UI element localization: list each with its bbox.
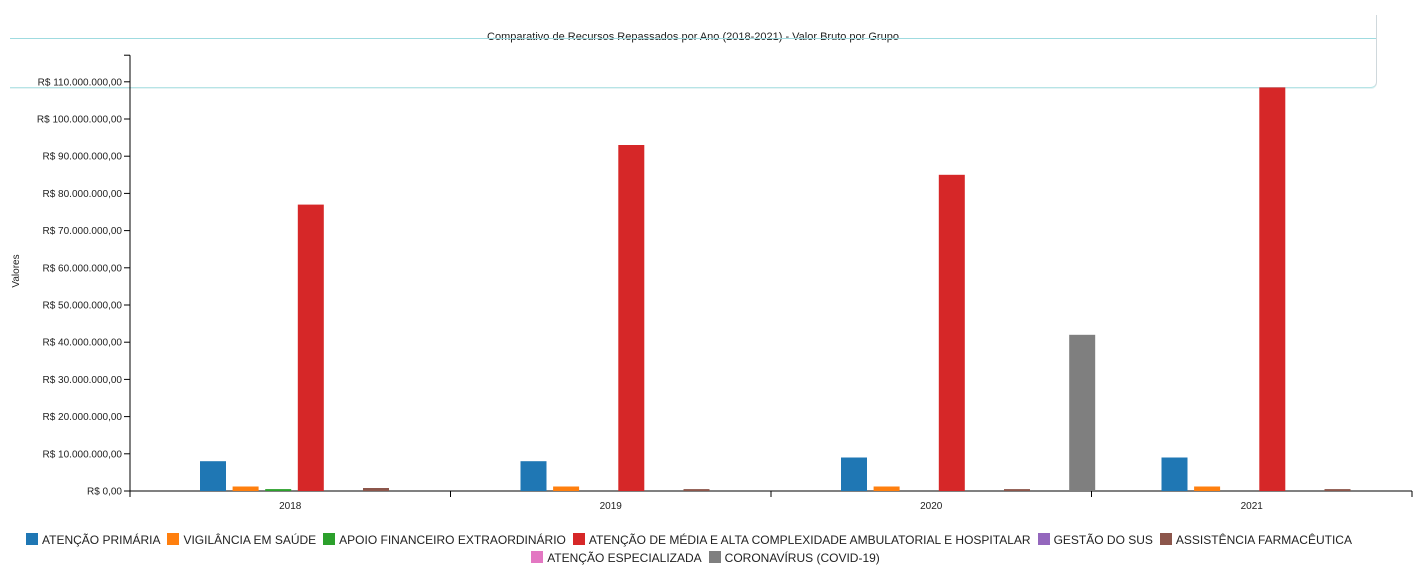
y-axis: R$ 0,00 R$ 10.000.000,00 R$ 20.000.000,00 R…	[37, 54, 131, 498]
legend-row: ATENÇÃO ESPECIALIZADA CORONAVÍRUS (COVID-…	[0, 551, 1418, 565]
legend-item[interactable]: ATENÇÃO PRIMÁRIA	[26, 533, 160, 547]
bar-2020-series-3[interactable]	[938, 174, 965, 492]
legend-item[interactable]: APOIO FINANCEIRO EXTRAORDINÁRIO	[323, 533, 566, 547]
legend-swatch	[1159, 533, 1172, 545]
legend-row: ATENÇÃO PRIMÁRIA VIGILÂNCIA EM SAÚDE APOIO…	[26, 533, 1359, 547]
legend-item[interactable]: ASSISTÊNCIA FARMACÊUTICA	[1159, 533, 1352, 547]
bar-2020-series-0[interactable]	[841, 457, 867, 492]
bars	[200, 87, 1351, 492]
legend-swatch	[531, 551, 544, 563]
x-tick-label: 2020	[920, 501, 943, 512]
legend-item[interactable]: ATENÇÃO ESPECIALIZADA	[531, 551, 702, 565]
x-tick-label: 2021	[1241, 501, 1264, 512]
bar-2020-series-1[interactable]	[873, 486, 900, 492]
bar-2019-series-5[interactable]	[683, 489, 710, 491]
bar-2018-series-2[interactable]	[265, 489, 292, 491]
x-axis: 2018 2019 2020 2021	[129, 490, 1413, 512]
bar-2020-series-5[interactable]	[1004, 489, 1030, 491]
legend-label: APOIO FINANCEIRO EXTRAORDINÁRIO	[339, 533, 566, 547]
bar-2018-series-5[interactable]	[363, 488, 389, 491]
y-tick-label: R$ 90.000.000,00	[42, 152, 122, 163]
legend-swatch	[323, 533, 336, 545]
y-tick-label: R$ 80.000.000,00	[42, 189, 122, 200]
legend-item[interactable]: CORONAVÍRUS (COVID-19)	[708, 551, 880, 565]
bar-2020-series-7[interactable]	[1069, 334, 1096, 491]
x-tick-label: 2018	[279, 501, 302, 512]
y-tick-label: R$ 70.000.000,00	[42, 226, 122, 237]
legend-label: CORONAVÍRUS (COVID-19)	[724, 551, 880, 565]
legend-item[interactable]: GESTÃO DO SUS	[1037, 533, 1153, 547]
bar-2021-series-0[interactable]	[1161, 457, 1188, 492]
legend-swatch	[708, 551, 721, 563]
legend-label: ATENÇÃO PRIMÁRIA	[42, 533, 161, 547]
bar-2019-series-3[interactable]	[618, 145, 645, 491]
bar-2021-series-5[interactable]	[1324, 489, 1351, 491]
y-tick-label: R$ 50.000.000,00	[42, 301, 122, 312]
y-tick-label: R$ 40.000.000,00	[42, 338, 122, 349]
y-tick-label: R$ 20.000.000,00	[42, 412, 122, 423]
y-tick-label: R$ 30.000.000,00	[42, 375, 122, 386]
bar-chart: R$ 0,00 R$ 10.000.000,00 R$ 20.000.000,00 R…	[11, 54, 1413, 512]
legend-swatch	[26, 533, 38, 545]
legend-item[interactable]: VIGILÂNCIA EM SAÚDE	[167, 533, 316, 547]
bar-2018-series-0[interactable]	[200, 461, 226, 491]
bar-2021-series-1[interactable]	[1194, 486, 1221, 492]
bar-2018-series-1[interactable]	[232, 486, 259, 492]
y-tick-label: R$ 60.000.000,00	[42, 263, 122, 274]
legend-swatch	[572, 533, 585, 545]
y-axis-label: Valores	[11, 254, 22, 287]
legend-swatch	[1037, 533, 1050, 545]
legend-label: ATENÇÃO DE MÉDIA E ALTA COMPLEXIDADE AMB…	[588, 533, 1031, 547]
bar-2019-series-0[interactable]	[520, 461, 547, 491]
legend-label: ATENÇÃO ESPECIALIZADA	[547, 551, 702, 565]
legend-label: ASSISTÊNCIA FARMACÊUTICA	[1175, 533, 1352, 547]
y-tick-label: R$ 0,00	[87, 487, 122, 498]
chart-title: Comparativo de Recursos Repassados por A…	[487, 31, 899, 43]
title-divider	[10, 38, 1376, 39]
legend-label: VIGILÂNCIA EM SAÚDE	[183, 533, 317, 547]
y-tick-label: R$ 100.000.000,00	[37, 115, 123, 126]
chart-title-panel: Comparativo de Recursos Repassados por A…	[10, 15, 1377, 88]
bar-2018-series-3[interactable]	[297, 204, 324, 491]
y-tick-label: R$ 10.000.000,00	[42, 449, 122, 460]
bar-2019-series-1[interactable]	[553, 486, 580, 492]
legend: ATENÇÃO PRIMÁRIA VIGILÂNCIA EM SAÚDE APOIO…	[0, 529, 1418, 567]
legend-label: GESTÃO DO SUS	[1053, 533, 1153, 547]
legend-swatch	[167, 533, 180, 545]
bar-2021-series-3[interactable]	[1259, 87, 1286, 492]
y-tick-label: R$ 110.000.000,00	[38, 77, 123, 88]
legend-item[interactable]: ATENÇÃO DE MÉDIA E ALTA COMPLEXIDADE AMB…	[572, 533, 1031, 547]
x-tick-label: 2019	[600, 501, 623, 512]
